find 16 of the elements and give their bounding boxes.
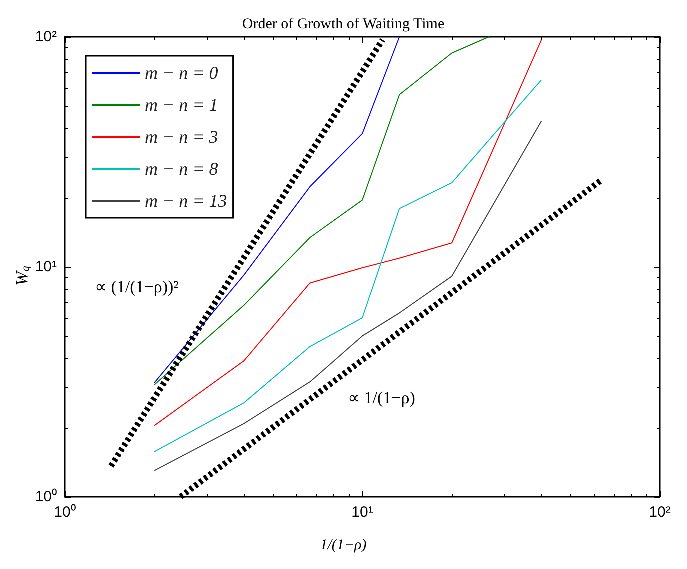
y-tick-label: 10² xyxy=(35,28,57,46)
legend-label: m − n = 8 xyxy=(145,159,218,179)
legend-label: m − n = 1 xyxy=(145,95,218,115)
legend-label: m − n = 13 xyxy=(145,191,228,211)
legend-label: m − n = 3 xyxy=(145,127,218,147)
annotation: ∝ 1/(1−ρ) xyxy=(348,388,416,408)
x-tick-label: 10⁰ xyxy=(54,504,76,521)
annotation: ∝ (1/(1−ρ))² xyxy=(95,278,179,296)
y-axis-title: Wq xyxy=(12,266,32,286)
x-tick-label: 10¹ xyxy=(352,504,374,521)
chart-title: Order of Growth of Waiting Time xyxy=(242,16,445,32)
x-axis-title: 1/(1−ρ) xyxy=(320,538,367,554)
y-tick-label: 10⁰ xyxy=(35,488,57,506)
x-tick-label: 10² xyxy=(649,504,671,521)
legend-label: m − n = 0 xyxy=(145,63,218,83)
y-tick-label: 10¹ xyxy=(35,258,57,276)
